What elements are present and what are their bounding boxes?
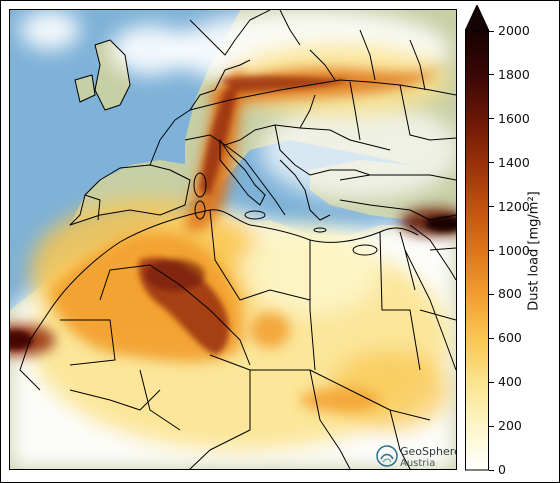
colorbar-tick-mark — [489, 250, 494, 251]
colorbar-tick-mark — [489, 118, 494, 120]
colorbar-extend-arrow — [465, 5, 489, 32]
logo-line1: GeoSphere — [400, 445, 457, 458]
colorbar-tick-label: 1000 — [498, 242, 530, 258]
logo-line2: Austria — [400, 458, 436, 469]
map-canvas — [10, 10, 456, 469]
colorbar-tick-label: 1400 — [498, 154, 530, 170]
colorbar-tick-mark — [489, 30, 494, 32]
colorbar-tick-mark — [489, 337, 494, 339]
colorbar-tick-label: 1800 — [498, 66, 530, 82]
dust-map[interactable]: GeoSphere Austria — [9, 9, 457, 470]
colorbar-tick-mark — [489, 293, 494, 295]
colorbar-tick-mark — [489, 425, 494, 427]
colorbar-tick-label: 200 — [498, 418, 522, 434]
colorbar-tick-label: 1200 — [498, 198, 530, 214]
country-borders — [19, 10, 456, 469]
colorbar-label: Dust load [mg/m²] — [526, 191, 542, 311]
colorbar-tick-label: 0 — [498, 462, 506, 477]
colorbar-tick-label: 400 — [498, 374, 522, 390]
colorbar-tick-mark — [489, 381, 494, 383]
colorbar-tick-mark — [489, 206, 494, 208]
colorbar-tick-mark — [489, 469, 494, 471]
colorbar-tick-mark — [489, 74, 494, 76]
colorbar-gradient — [465, 30, 489, 471]
geosphere-logo-icon — [376, 445, 398, 467]
colorbar-tick-label: 600 — [498, 330, 522, 346]
colorbar-tick-mark — [489, 162, 494, 164]
colorbar-tick-label: 1600 — [498, 110, 530, 126]
colorbar — [465, 5, 489, 471]
colorbar-tick-label: 800 — [498, 286, 522, 302]
colorbar-tick-label: 2000 — [498, 23, 530, 38]
